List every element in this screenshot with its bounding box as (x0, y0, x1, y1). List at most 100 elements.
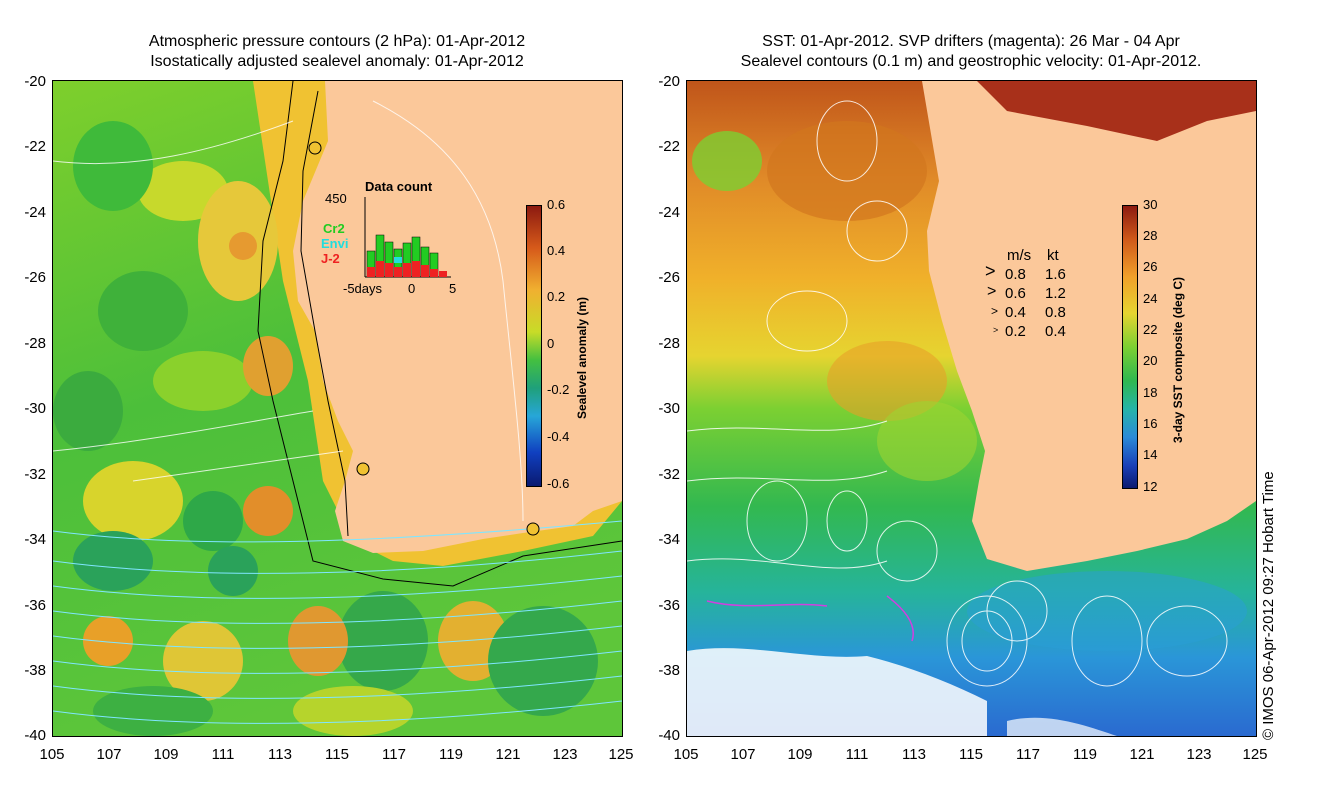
left-xlabel: 123 (552, 746, 578, 763)
left-xlabel: 109 (153, 746, 179, 763)
inset-legend-envi: Envi (321, 236, 349, 251)
right-xlabel: 119 (1073, 746, 1097, 763)
right-xlabel: 125 (1242, 746, 1268, 763)
speed-row-ms: 0.6 (1005, 285, 1026, 302)
left-xlabel: 125 (608, 746, 634, 763)
sst-map (687, 81, 1256, 736)
left-xlabel: 115 (325, 746, 349, 763)
left-xlabel: 121 (495, 746, 521, 763)
left-ylabel: -26 (24, 269, 46, 286)
right-ylabel: -26 (658, 269, 680, 286)
left-cb-tick-0: 0.6 (547, 197, 566, 212)
right-cb-tick-1: 28 (1143, 228, 1158, 243)
inset-xlabel-start: -5days (343, 281, 383, 296)
right-title: SST: 01-Apr-2012. SVP drifters (magenta)… (686, 32, 1256, 72)
left-ylabel: -36 (24, 597, 46, 614)
data-count-inset: Data count 450 Cr2 Envi J-2 -5days 0 5 (315, 179, 457, 309)
inset-xlabel-zero: 0 (408, 281, 416, 296)
right-cb-tick-6: 18 (1143, 385, 1158, 400)
right-ylabel: -24 (658, 204, 680, 221)
left-ylabel: -28 (24, 335, 46, 352)
inset-ymax: 450 (325, 191, 347, 206)
inset-legend-j2: J-2 (321, 251, 340, 266)
left-cb-tick-6: -0.6 (547, 476, 570, 491)
right-map: m/s kt > 0.8 1.6 > 0.6 1.2 > 0.4 0.8 > 0… (686, 80, 1257, 737)
credit-text: © IMOS 06-Apr-2012 09:27 Hobart Time (1260, 471, 1277, 740)
right-xlabel: 109 (787, 746, 813, 763)
inset-xlabel-end: 5 (449, 281, 457, 296)
left-title-line1: Atmospheric pressure contours (2 hPa): 0… (148, 33, 526, 50)
right-cb-tick-9: 12 (1143, 479, 1158, 494)
right-ylabel: -20 (658, 73, 680, 90)
left-xlabel: 111 (211, 746, 235, 763)
left-ylabel: -40 (24, 727, 46, 744)
inset-histogram (364, 197, 451, 278)
speed-header-kt: kt (1047, 247, 1059, 264)
right-xlabel: 105 (673, 746, 699, 763)
right-xlabel: 111 (845, 746, 869, 763)
speed-row-kt: 1.6 (1045, 266, 1066, 283)
left-xlabel: 105 (39, 746, 65, 763)
right-ylabel: -28 (658, 335, 680, 352)
right-cb-tick-4: 22 (1143, 322, 1158, 337)
right-ylabel: -40 (658, 727, 680, 744)
speed-row-ms: 0.8 (1005, 266, 1026, 283)
right-ylabel: -22 (658, 138, 680, 155)
right-xlabel: 115 (959, 746, 983, 763)
left-xlabel: 119 (439, 746, 463, 763)
right-cb-tick-7: 16 (1143, 416, 1158, 431)
inset-legend-cr2: Cr2 (323, 221, 345, 236)
right-title-line1: SST: 01-Apr-2012. SVP drifters (magenta)… (762, 33, 1180, 50)
left-colorbar-label: Sealevel anomaly (m) (575, 296, 589, 419)
speed-arrow-icon: > (991, 304, 999, 318)
left-cb-tick-3: 0 (547, 336, 555, 351)
inset-title: Data count (365, 179, 433, 194)
left-ylabel: -24 (24, 204, 46, 221)
left-ylabel: -38 (24, 662, 46, 679)
left-map: Data count 450 Cr2 Envi J-2 -5days 0 5 0… (52, 80, 623, 737)
right-cb-tick-8: 14 (1143, 447, 1158, 462)
right-xlabel: 117 (1016, 746, 1040, 763)
left-cb-tick-4: -0.2 (547, 382, 570, 397)
right-ylabel: -30 (658, 400, 680, 417)
right-ylabel: -38 (658, 662, 680, 679)
speed-header-ms: m/s (1007, 247, 1032, 264)
right-xlabel: 121 (1129, 746, 1155, 763)
right-cb-tick-0: 30 (1143, 197, 1158, 212)
right-title-line2: Sealevel contours (0.1 m) and geostrophi… (740, 53, 1202, 70)
speed-legend: m/s kt > 0.8 1.6 > 0.6 1.2 > 0.4 0.8 > 0… (985, 247, 1075, 347)
speed-row-ms: 0.4 (1005, 304, 1026, 321)
right-xlabel: 113 (902, 746, 926, 763)
right-ylabel: -36 (658, 597, 680, 614)
right-cb-tick-2: 26 (1143, 259, 1158, 274)
speed-row-ms: 0.2 (1005, 323, 1026, 340)
speed-row-kt: 0.4 (1045, 323, 1066, 340)
right-ylabel: -32 (658, 466, 680, 483)
left-xlabel: 107 (96, 746, 122, 763)
right-colorbar (1122, 205, 1138, 489)
left-cb-tick-1: 0.4 (547, 243, 566, 258)
speed-arrow-icon: > (993, 325, 999, 335)
inset-bars (366, 234, 447, 278)
right-ylabel: -34 (658, 531, 680, 548)
right-colorbar-label: 3-day SST composite (deg C) (1171, 276, 1185, 443)
speed-row-kt: 1.2 (1045, 285, 1066, 302)
right-xlabel: 107 (730, 746, 756, 763)
left-ylabel: -20 (24, 73, 46, 90)
left-title: Atmospheric pressure contours (2 hPa): 0… (52, 32, 622, 72)
left-cb-tick-5: -0.4 (547, 429, 570, 444)
left-ylabel: -22 (24, 138, 46, 155)
left-ylabel: -32 (24, 466, 46, 483)
left-xlabel: 117 (382, 746, 406, 763)
left-ylabel: -34 (24, 531, 46, 548)
speed-arrow-icon: > (987, 283, 997, 300)
left-cb-tick-2: 0.2 (547, 289, 566, 304)
left-ylabel: -30 (24, 400, 46, 417)
right-cb-tick-5: 20 (1143, 353, 1158, 368)
speed-arrow-icon: > (985, 261, 996, 281)
speed-row-kt: 0.8 (1045, 304, 1066, 321)
left-colorbar (526, 205, 542, 487)
left-xlabel: 113 (268, 746, 292, 763)
left-title-line2: Isostatically adjusted sealevel anomaly:… (150, 53, 524, 70)
right-xlabel: 123 (1186, 746, 1212, 763)
